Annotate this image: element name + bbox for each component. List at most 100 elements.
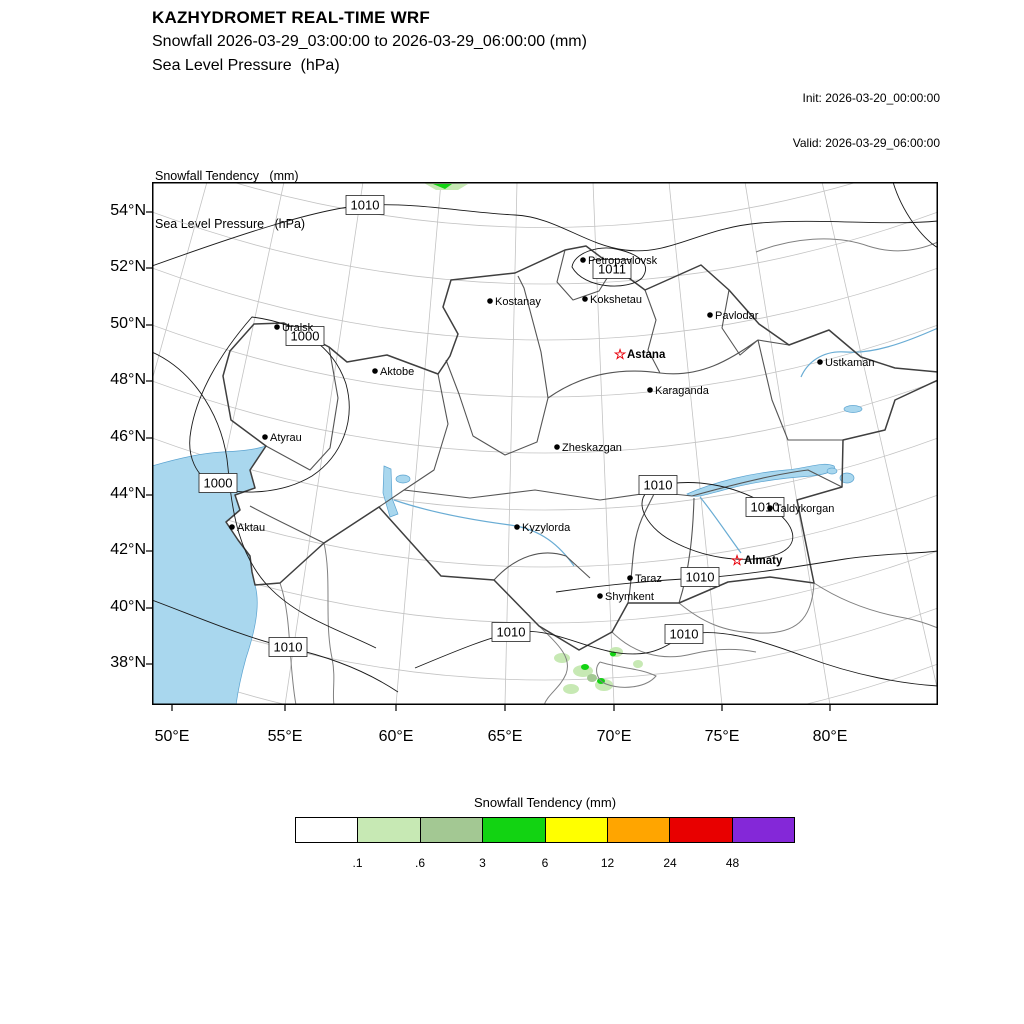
syrdarya-river <box>393 499 575 567</box>
city-dot-icon <box>627 575 633 581</box>
map-frame <box>152 182 938 705</box>
city-uralsk: Uralsk <box>274 322 314 334</box>
pressure-label: 1010 <box>491 622 531 642</box>
svg-text:1010: 1010 <box>686 570 715 585</box>
lat-tick-label: 54°N <box>110 202 146 219</box>
city-aktau: Aktau <box>229 522 265 534</box>
city-dot-icon <box>274 324 280 330</box>
lat-tick-label: 46°N <box>110 428 146 445</box>
graticule-grid <box>152 182 938 705</box>
city-ustkaman: Ustkaman <box>817 357 875 369</box>
city-dot-icon <box>597 593 603 599</box>
city-label: Aktau <box>237 522 265 534</box>
city-label: Shymkent <box>605 591 654 603</box>
map-area: 1010 1011 1000 1000 1010 1010 1010 1010 1010 1010… <box>144 174 946 713</box>
city-dot-icon <box>582 296 588 302</box>
lon-tick-label: 80°E <box>812 728 848 745</box>
city-label: Kostanay <box>495 296 541 308</box>
axis-ticks <box>146 211 831 711</box>
lon-tick-label: 60°E <box>378 728 414 745</box>
pressure-label: 1010 <box>745 497 785 517</box>
city-atyrau: Atyrau <box>262 432 302 444</box>
water-bodies <box>152 327 938 705</box>
svg-text:1010: 1010 <box>644 478 673 493</box>
svg-text:1010: 1010 <box>670 627 699 642</box>
colorbar-tick-label: 24 <box>663 856 677 870</box>
lat-tick-label: 50°N <box>110 315 146 332</box>
city-label: Atyrau <box>270 432 302 444</box>
city-aktobe: Aktobe <box>372 366 414 378</box>
colorbar-tick-labels: .1 .6 3 6 12 24 48 <box>295 856 795 872</box>
lat-tick-label: 40°N <box>110 598 146 615</box>
svg-text:1011: 1011 <box>598 262 626 277</box>
city-dot-icon <box>372 368 378 374</box>
city-label: Zheskazgan <box>562 442 622 454</box>
neighbor-country-borders <box>279 238 938 705</box>
city-pavlodar: Pavlodar <box>707 310 759 322</box>
city-dot-icon <box>554 444 560 450</box>
city-label: Ustkaman <box>825 357 875 369</box>
legend-snowfall-tendency: Snowfall Tendency (mm) <box>155 169 299 183</box>
city-label: Taldykorgan <box>775 503 834 515</box>
legend-sea-level-pressure: Sea Level Pressure (hPa) <box>155 217 306 231</box>
colorbar-tick-label: .1 <box>352 856 363 870</box>
city-petropavlovsk: Petropavlovsk <box>580 255 658 267</box>
lon-tick-label: 70°E <box>596 728 632 745</box>
city-dot-icon <box>580 257 586 263</box>
city-dot-icon <box>647 387 653 393</box>
lake-zaysan <box>843 405 863 413</box>
valid-label: Valid: 2026-03-29_06:00:00 <box>792 136 940 150</box>
plot-legend: Snowfall Tendency (mm) Sea Level Pressur… <box>155 136 305 248</box>
colorbar <box>295 817 795 843</box>
city-kyzylorda: Kyzylorda <box>514 522 571 534</box>
city-zheskazgan: Zheskazgan <box>554 442 622 454</box>
capital-star-icon: ☆ <box>614 346 627 362</box>
lat-tick-label: 52°N <box>110 258 146 275</box>
city-karaganda: Karaganda <box>647 385 710 397</box>
city-almaty: ☆ Almaty <box>731 552 783 568</box>
colorbar-cell <box>732 818 794 842</box>
svg-text:1000: 1000 <box>204 476 233 491</box>
city-label: Astana <box>627 349 666 361</box>
aral-sea <box>382 465 399 518</box>
latitude-axis: 54°N 52°N 50°N 48°N 46°N 44°N 42°N 40°N 38°N <box>88 0 146 1024</box>
city-dot-icon <box>262 434 268 440</box>
colorbar-tick-label: 12 <box>600 856 615 870</box>
city-dot-icon <box>817 359 823 365</box>
colorbar-cell <box>296 818 359 842</box>
ili-river <box>699 496 742 554</box>
pressure-labels-layer: 1010 1011 1000 1000 1010 1010 1010 1010 1010 1010 <box>198 195 785 657</box>
city-dot-icon <box>707 312 713 318</box>
pressure-label: 1010 <box>664 624 704 644</box>
init-label: Init: 2026-03-20_00:00:00 <box>802 91 940 105</box>
init-valid-block: Init: 2026-03-20_00:00:00 Valid: 2026-03… <box>793 61 940 166</box>
irtysh-river <box>800 327 938 378</box>
snowfall-patches <box>424 183 643 694</box>
city-kostanay: Kostanay <box>487 296 541 308</box>
page-title: KAZHYDROMET REAL-TIME WRF <box>152 8 430 27</box>
colorbar-tick-label: 6 <box>541 856 549 870</box>
lake-sasykkol <box>826 467 838 475</box>
pressure-label: 1010 <box>268 637 308 657</box>
lon-tick-label: 75°E <box>704 728 740 745</box>
pressure-label: 1010 <box>680 567 720 587</box>
colorbar-tick-label: .6 <box>414 856 426 870</box>
colorbar-cell <box>607 818 671 842</box>
city-taraz: Taraz <box>627 573 662 585</box>
city-taldykorgan: Taldykorgan <box>767 503 834 515</box>
city-label: Aktobe <box>380 366 414 378</box>
city-dot-icon <box>229 524 235 530</box>
lat-tick-label: 38°N <box>110 654 146 671</box>
svg-text:1000: 1000 <box>291 329 320 344</box>
svg-text:1010: 1010 <box>497 625 526 640</box>
city-astana: ☆ Astana <box>614 346 666 362</box>
city-label: Uralsk <box>282 322 314 334</box>
lat-tick-label: 42°N <box>110 541 146 558</box>
lon-tick-label: 50°E <box>154 728 190 745</box>
colorbar-cell <box>420 818 484 842</box>
city-label: Kokshetau <box>590 294 642 306</box>
colorbar-tick-label: 48 <box>725 856 740 870</box>
svg-text:1010: 1010 <box>351 198 380 213</box>
pressure-label: 1000 <box>285 326 325 346</box>
